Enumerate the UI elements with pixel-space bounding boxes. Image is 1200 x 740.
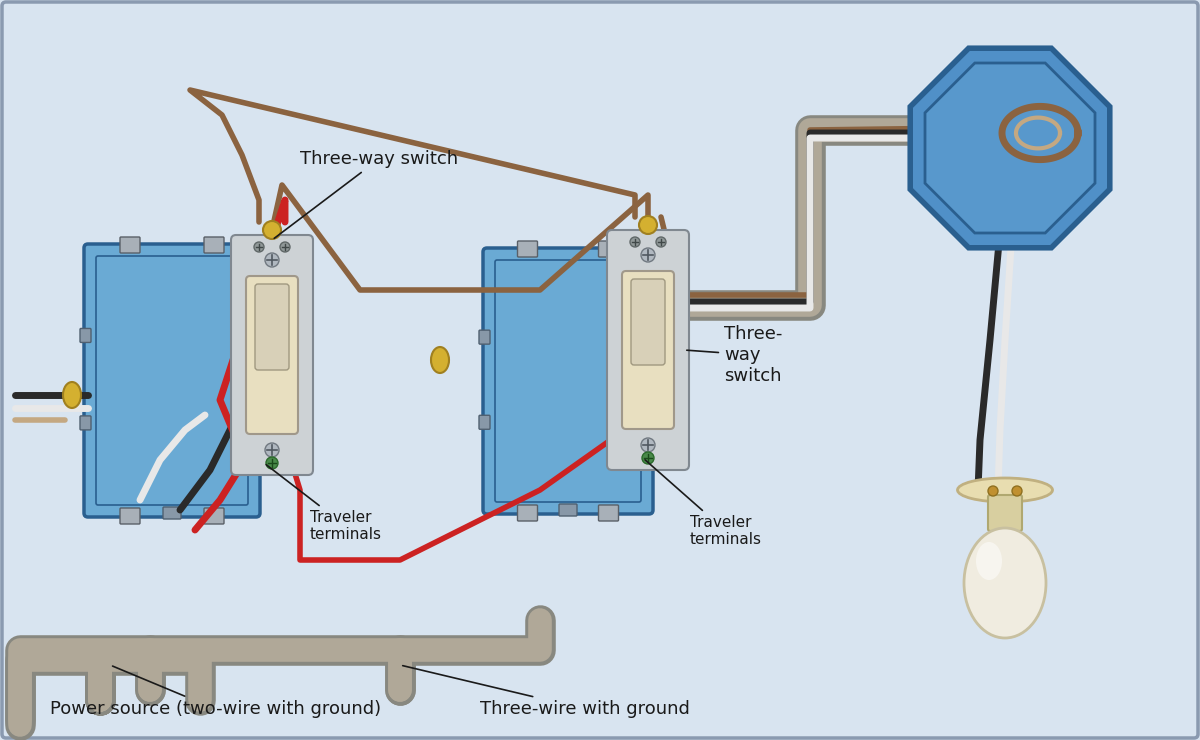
Circle shape xyxy=(641,438,655,452)
Ellipse shape xyxy=(976,542,1002,580)
Circle shape xyxy=(1012,486,1022,496)
FancyBboxPatch shape xyxy=(599,505,618,521)
FancyBboxPatch shape xyxy=(120,508,140,524)
Circle shape xyxy=(642,452,654,464)
Circle shape xyxy=(656,237,666,247)
FancyBboxPatch shape xyxy=(204,237,224,253)
Circle shape xyxy=(988,486,998,496)
FancyBboxPatch shape xyxy=(479,415,490,429)
FancyBboxPatch shape xyxy=(517,505,538,521)
FancyBboxPatch shape xyxy=(631,279,665,365)
FancyBboxPatch shape xyxy=(80,329,91,343)
Circle shape xyxy=(280,242,290,252)
Text: Power source (two-wire with ground): Power source (two-wire with ground) xyxy=(50,666,382,718)
FancyBboxPatch shape xyxy=(84,244,260,517)
FancyBboxPatch shape xyxy=(607,230,689,470)
Ellipse shape xyxy=(958,478,1052,502)
Text: Traveler
terminals: Traveler terminals xyxy=(266,465,382,542)
Text: Three-
way
switch: Three- way switch xyxy=(686,325,782,385)
FancyBboxPatch shape xyxy=(622,271,674,429)
FancyBboxPatch shape xyxy=(163,507,181,519)
Circle shape xyxy=(266,457,278,469)
Circle shape xyxy=(265,253,278,267)
FancyBboxPatch shape xyxy=(559,504,577,516)
Polygon shape xyxy=(911,48,1110,248)
Circle shape xyxy=(641,248,655,262)
Circle shape xyxy=(638,216,658,234)
FancyBboxPatch shape xyxy=(96,256,248,505)
FancyBboxPatch shape xyxy=(120,237,140,253)
FancyBboxPatch shape xyxy=(517,241,538,257)
FancyBboxPatch shape xyxy=(204,508,224,524)
Circle shape xyxy=(630,237,640,247)
Text: Three-way switch: Three-way switch xyxy=(275,150,458,238)
Circle shape xyxy=(265,443,278,457)
FancyBboxPatch shape xyxy=(246,276,298,434)
FancyBboxPatch shape xyxy=(494,260,641,502)
Text: Three-wire with ground: Three-wire with ground xyxy=(403,666,690,718)
FancyBboxPatch shape xyxy=(80,416,91,430)
FancyBboxPatch shape xyxy=(479,330,490,344)
Circle shape xyxy=(254,242,264,252)
Ellipse shape xyxy=(64,382,82,408)
Circle shape xyxy=(263,221,281,239)
FancyBboxPatch shape xyxy=(482,248,653,514)
Ellipse shape xyxy=(964,528,1046,638)
Text: Traveler
terminals: Traveler terminals xyxy=(646,460,762,548)
FancyBboxPatch shape xyxy=(599,241,618,257)
Ellipse shape xyxy=(431,347,449,373)
Polygon shape xyxy=(925,63,1094,233)
FancyBboxPatch shape xyxy=(232,235,313,475)
FancyBboxPatch shape xyxy=(256,284,289,370)
FancyBboxPatch shape xyxy=(988,495,1022,531)
